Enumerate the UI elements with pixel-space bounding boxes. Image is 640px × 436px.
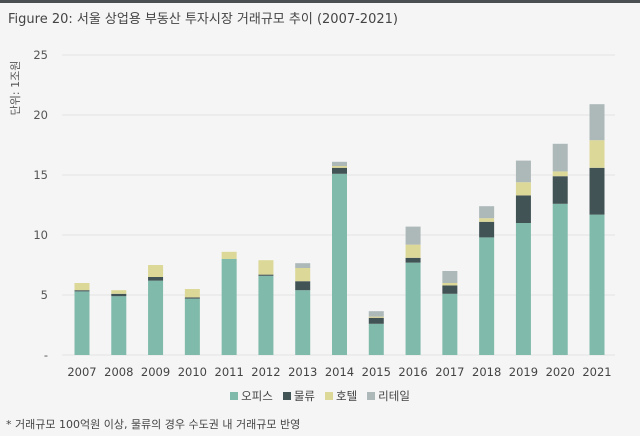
bar-2016-series-0 <box>405 262 421 355</box>
bar-2019-series-2 <box>515 182 531 196</box>
bar-2012-series-2 <box>258 260 274 275</box>
bar-2020-series-3 <box>552 143 568 172</box>
bar-2013-series-2 <box>295 268 311 282</box>
bar-2015-series-3 <box>368 311 384 317</box>
legend-item: 물류 <box>282 389 315 403</box>
x-tick-label: 2008 <box>104 365 133 379</box>
x-tick-label: 2017 <box>435 365 464 379</box>
bar-2016-series-3 <box>405 226 421 245</box>
x-tick-label: 2011 <box>215 365 244 379</box>
bar-2012-series-0 <box>258 275 274 355</box>
y-tick-label: 5 <box>41 288 48 302</box>
bar-2016-series-1 <box>405 257 421 263</box>
legend-item: 호텔 <box>325 389 357 403</box>
y-tick-label: - <box>44 348 48 362</box>
legend-label: 리테일 <box>378 389 410 403</box>
bar-2008-series-2 <box>111 290 127 294</box>
bar-2010-series-0 <box>184 298 200 355</box>
legend-swatch <box>282 392 291 400</box>
x-tick-label: 2012 <box>251 365 280 379</box>
footnote: * 거래규모 100억원 이상, 물류의 경우 수도권 내 거래규모 반영 <box>6 418 301 431</box>
bar-2019-series-3 <box>515 160 531 183</box>
bar-2009-series-1 <box>148 277 164 281</box>
bar-2014-series-2 <box>332 166 347 168</box>
bar-2021-series-1 <box>589 167 605 215</box>
x-tick-label: 2009 <box>141 365 170 379</box>
x-tick-label: 2010 <box>178 365 207 379</box>
legend: 오피스 물류 호텔 리테일 <box>0 388 640 404</box>
legend-item: 오피스 <box>230 389 273 403</box>
bar-2017-series-3 <box>442 271 458 283</box>
bar-2011-series-2 <box>221 251 237 259</box>
x-tick-label: 2016 <box>398 365 427 379</box>
bar-2017-series-1 <box>442 285 458 294</box>
bar-2018-series-0 <box>479 237 495 355</box>
x-tick-label: 2014 <box>325 365 354 379</box>
bar-2019-series-0 <box>515 223 531 355</box>
x-tick-label: 2015 <box>362 365 391 379</box>
x-tick-label: 2020 <box>546 365 575 379</box>
bar-2008-series-1 <box>111 293 127 297</box>
legend-swatch <box>230 392 239 400</box>
bar-2016-series-2 <box>405 244 421 258</box>
bar-2015-series-1 <box>368 317 384 324</box>
bar-2007-series-1 <box>74 290 90 292</box>
bar-2021-series-2 <box>589 140 605 168</box>
bar-2021-series-3 <box>589 104 605 141</box>
bar-2013-series-1 <box>295 281 311 291</box>
legend-item: 리테일 <box>367 389 410 403</box>
bar-2009-series-2 <box>148 265 164 277</box>
legend-label: 호텔 <box>336 389 358 403</box>
y-tick-label: 25 <box>33 48 48 62</box>
bar-2010-series-1 <box>184 297 200 299</box>
x-tick-label: 2018 <box>472 365 501 379</box>
bar-2014-series-1 <box>332 167 347 174</box>
x-tick-label: 2013 <box>288 365 317 379</box>
bar-2020-series-2 <box>552 171 568 177</box>
figure-title: Figure 20: 서울 상업용 부동산 투자시장 거래규모 추이 (2007… <box>8 12 398 27</box>
bar-2013-series-0 <box>295 290 311 355</box>
legend-swatch <box>367 392 376 400</box>
bar-2007-series-2 <box>74 283 90 291</box>
bar-2012-series-1 <box>258 274 274 276</box>
bar-2018-series-2 <box>479 218 495 222</box>
bar-2020-series-1 <box>552 176 568 204</box>
x-tick-label: 2019 <box>509 365 538 379</box>
top-border <box>0 0 640 3</box>
bar-2021-series-0 <box>589 214 605 355</box>
legend-swatch <box>325 392 333 400</box>
bar-2011-series-0 <box>221 259 237 355</box>
y-tick-label: 10 <box>33 228 48 242</box>
y-tick-label: 15 <box>33 168 48 182</box>
bar-2017-series-0 <box>442 293 458 355</box>
y-axis-label: 단위: 1조원 <box>9 61 22 116</box>
x-tick-label: 2007 <box>67 365 96 379</box>
bar-2015-series-0 <box>368 323 384 355</box>
bar-2014-series-3 <box>332 161 347 166</box>
legend-label: 물류 <box>293 389 315 403</box>
bar-2008-series-0 <box>111 296 127 355</box>
bar-2013-series-3 <box>295 263 311 268</box>
bar-2017-series-2 <box>442 283 458 286</box>
bar-2009-series-0 <box>148 280 164 355</box>
bar-2019-series-1 <box>515 195 531 223</box>
legend-label: 오피스 <box>241 389 273 403</box>
bar-2018-series-1 <box>479 221 495 238</box>
bar-2010-series-2 <box>184 289 200 298</box>
bar-2015-series-2 <box>368 316 384 318</box>
bar-2020-series-0 <box>552 203 568 355</box>
bar-2007-series-0 <box>74 291 90 355</box>
bar-2018-series-3 <box>479 206 495 219</box>
x-tick-label: 2021 <box>582 365 611 379</box>
bar-2014-series-0 <box>332 173 347 355</box>
y-tick-label: 20 <box>33 108 48 122</box>
